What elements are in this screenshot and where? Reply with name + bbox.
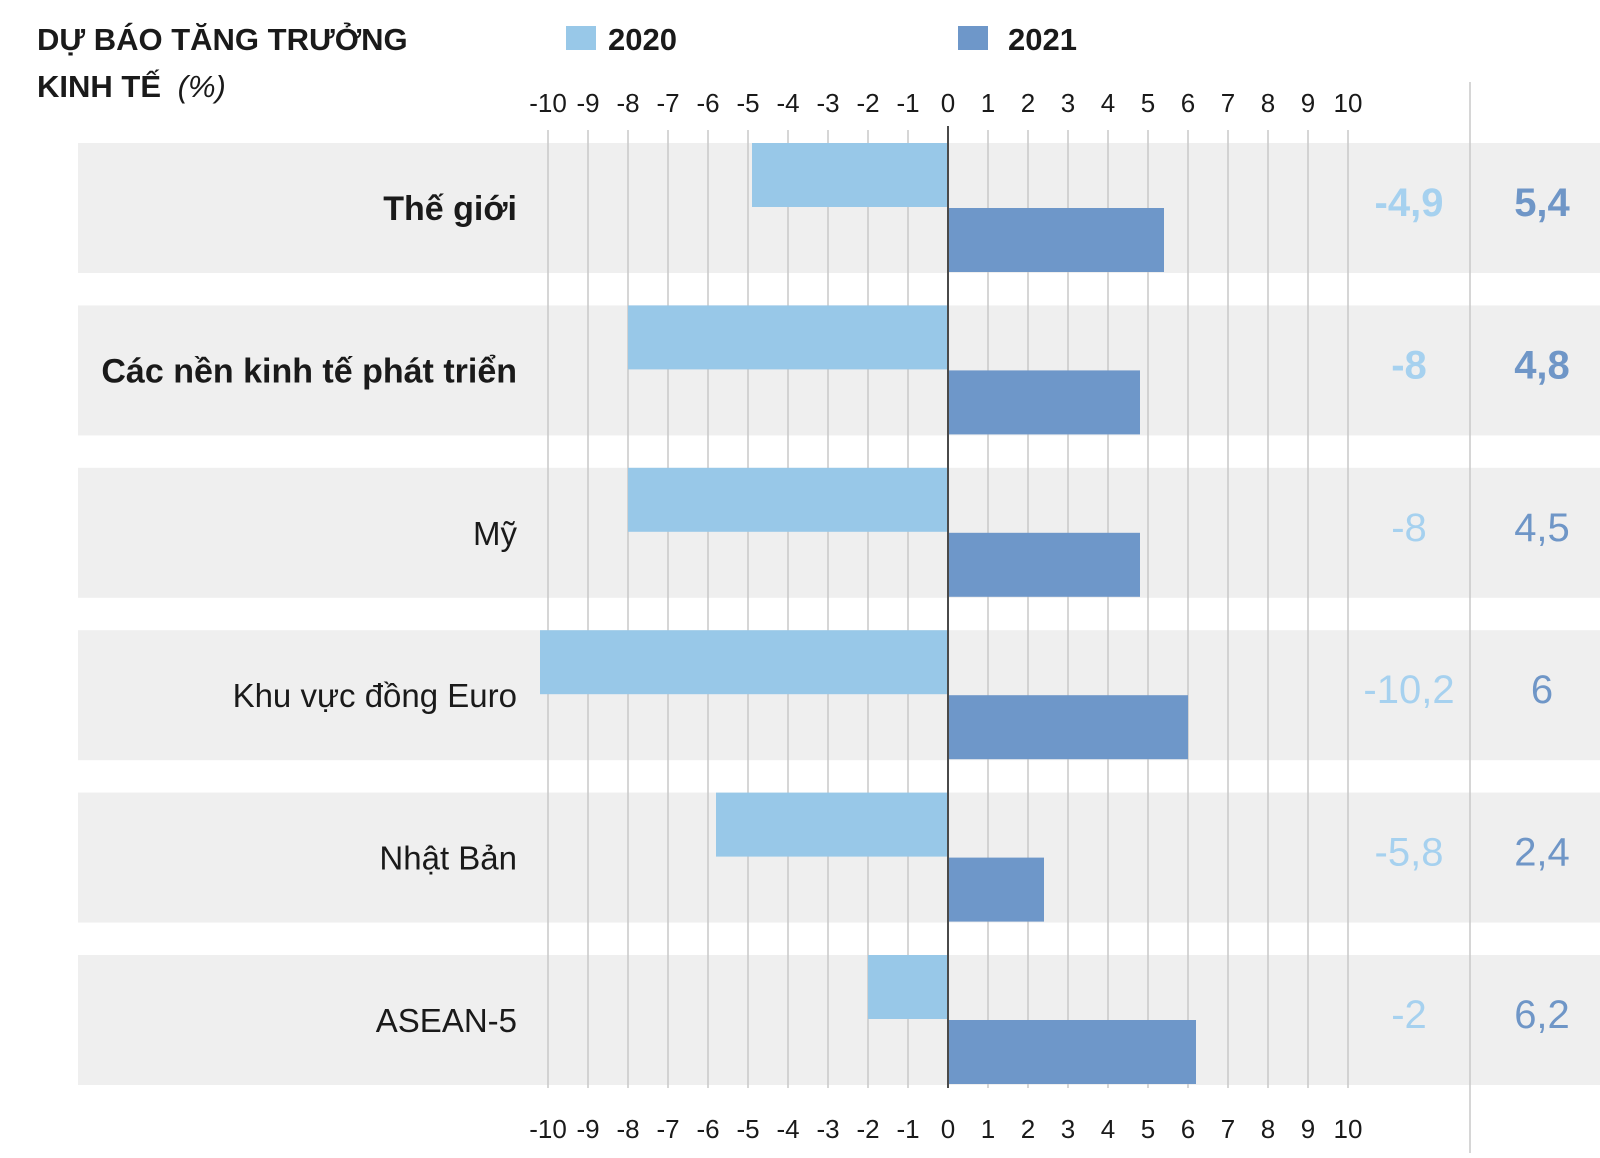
- tick-label-top: 3: [1061, 88, 1075, 118]
- bar-2021: [948, 695, 1188, 760]
- data-label-2020: -2: [1391, 993, 1427, 1037]
- tick-label-bottom: -7: [656, 1114, 679, 1144]
- chart-title: DỰ BÁO TĂNG TRƯỞNG: [37, 21, 408, 57]
- axes: -10 -9 -8 -7 -6 -5 -4 -3 -2 -1 0 1 2 3 4 5 6 7 8 9 10-10 -9 -8…: [529, 88, 1362, 1144]
- tick-label-top: -2: [856, 88, 879, 118]
- tick-label-top: -7: [656, 88, 679, 118]
- tick-label-bottom: 10: [1334, 1114, 1363, 1144]
- tick-label-top: -6: [696, 88, 719, 118]
- tick-label-bottom: 5: [1141, 1114, 1155, 1144]
- bar-2020: [752, 143, 948, 207]
- tick-label-bottom: 2: [1021, 1114, 1035, 1144]
- tick-label-bottom: -8: [616, 1114, 639, 1144]
- data-label-2021: 2,4: [1514, 831, 1570, 875]
- tick-label-bottom: 8: [1261, 1114, 1275, 1144]
- data-label-2021: 4,5: [1514, 506, 1570, 550]
- labels: Thế giới Các nền kinh tế phát triển Mỹ Khu …: [101, 181, 1570, 1039]
- data-label-2020: -10,2: [1363, 668, 1454, 712]
- tick-label-top: 0: [941, 88, 955, 118]
- bar-2021: [948, 208, 1164, 272]
- tick-label-top: 8: [1261, 88, 1275, 118]
- bar-2021: [948, 532, 1140, 597]
- tick-label-bottom: -10: [529, 1114, 567, 1144]
- chart-title-line2: KINH TẾ (%): [37, 69, 226, 104]
- tick-label-bottom: 0: [941, 1114, 955, 1144]
- data-label-2021: 6: [1531, 668, 1553, 712]
- tick-label-top: -8: [616, 88, 639, 118]
- category-label: ASEAN-5: [376, 1002, 517, 1039]
- tick-label-top: -1: [896, 88, 919, 118]
- tick-label-top: 9: [1301, 88, 1315, 118]
- tick-label-bottom: -6: [696, 1114, 719, 1144]
- row-band: [78, 955, 1600, 1085]
- bar-2020: [540, 630, 948, 695]
- tick-label-bottom: -4: [776, 1114, 799, 1144]
- bar-2021: [948, 370, 1140, 435]
- bar-2020: [628, 305, 948, 370]
- tick-label-bottom: -5: [736, 1114, 759, 1144]
- bar-2021: [948, 857, 1044, 922]
- tick-label-top: 7: [1221, 88, 1235, 118]
- legend-label-2020: 2020: [608, 22, 677, 57]
- tick-label-top: 10: [1334, 88, 1363, 118]
- chart-title-text: KINH TẾ: [37, 69, 161, 104]
- tick-label-bottom: 4: [1101, 1114, 1115, 1144]
- row-bands: [78, 143, 1600, 1085]
- bar-2020: [868, 955, 948, 1019]
- tick-label-bottom: 7: [1221, 1114, 1235, 1144]
- bar-2021: [948, 1020, 1196, 1084]
- legend-swatch-2020: [566, 26, 596, 50]
- data-label-2020: -5,8: [1375, 831, 1444, 875]
- tick-label-bottom: 3: [1061, 1114, 1075, 1144]
- tick-label-bottom: -2: [856, 1114, 879, 1144]
- category-label: Thế giới: [383, 190, 517, 228]
- data-label-2020: -8: [1391, 506, 1427, 550]
- bar-2020: [628, 467, 948, 532]
- tick-label-top: -3: [816, 88, 839, 118]
- chart-title-unit: (%): [178, 69, 226, 104]
- tick-label-bottom: 1: [981, 1114, 995, 1144]
- category-label: Các nền kinh tế phát triển: [101, 352, 517, 390]
- category-label: Khu vực đồng Euro: [233, 677, 517, 714]
- tick-label-top: 1: [981, 88, 995, 118]
- tick-label-bottom: -3: [816, 1114, 839, 1144]
- gridlines: [547, 82, 1471, 1153]
- bar-2020: [716, 792, 948, 857]
- tick-label-bottom: 9: [1301, 1114, 1315, 1144]
- tick-label-top: -9: [576, 88, 599, 118]
- tick-label-bottom: -1: [896, 1114, 919, 1144]
- tick-label-top: -5: [736, 88, 759, 118]
- category-label: Nhật Bản: [379, 840, 517, 877]
- tick-label-top: 4: [1101, 88, 1115, 118]
- tick-label-bottom: 6: [1181, 1114, 1195, 1144]
- tick-label-top: 5: [1141, 88, 1155, 118]
- legend-label-2021: 2021: [1008, 22, 1077, 57]
- tick-label-top: 6: [1181, 88, 1195, 118]
- tick-label-top: -10: [529, 88, 567, 118]
- data-label-2020: -8: [1391, 343, 1427, 387]
- bars: [540, 143, 1196, 1084]
- data-label-2021: 4,8: [1514, 343, 1570, 387]
- data-label-2021: 5,4: [1514, 181, 1570, 225]
- category-label: Mỹ: [473, 515, 517, 552]
- tick-label-top: 2: [1021, 88, 1035, 118]
- data-label-2021: 6,2: [1514, 993, 1570, 1037]
- tick-label-bottom: -9: [576, 1114, 599, 1144]
- legend-swatch-2021: [958, 26, 988, 50]
- tick-label-top: -4: [776, 88, 799, 118]
- data-label-2020: -4,9: [1375, 181, 1444, 225]
